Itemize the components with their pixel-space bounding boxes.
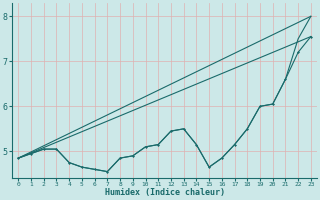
- X-axis label: Humidex (Indice chaleur): Humidex (Indice chaleur): [105, 188, 225, 197]
